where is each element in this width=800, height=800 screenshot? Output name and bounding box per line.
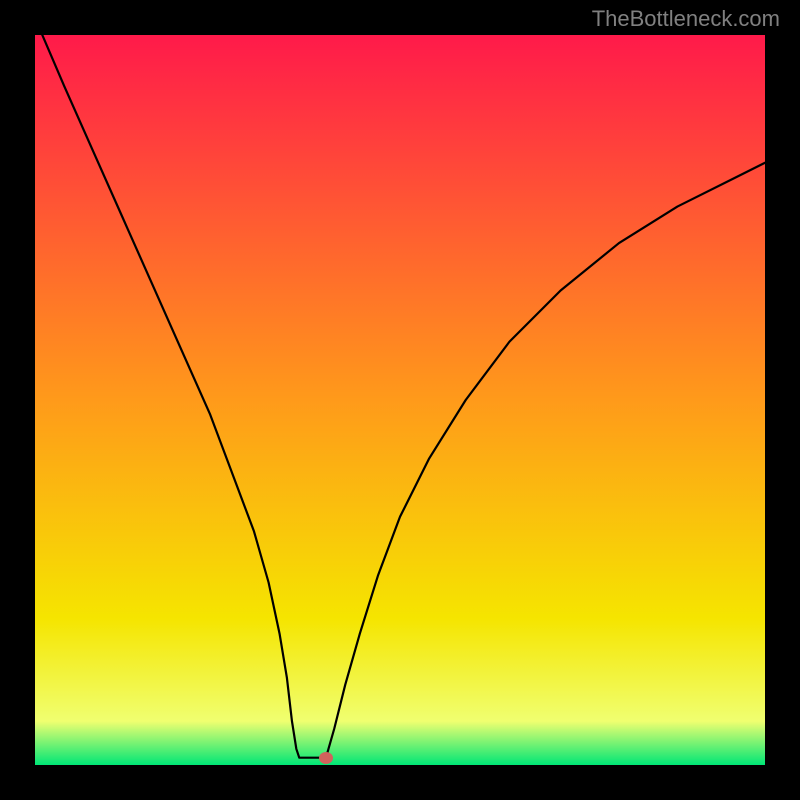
plot-area	[35, 35, 765, 765]
watermark-text: TheBottleneck.com	[592, 6, 780, 32]
bottleneck-curve	[35, 35, 765, 765]
chart-container: TheBottleneck.com	[0, 0, 800, 800]
optimal-point-marker	[319, 752, 333, 764]
